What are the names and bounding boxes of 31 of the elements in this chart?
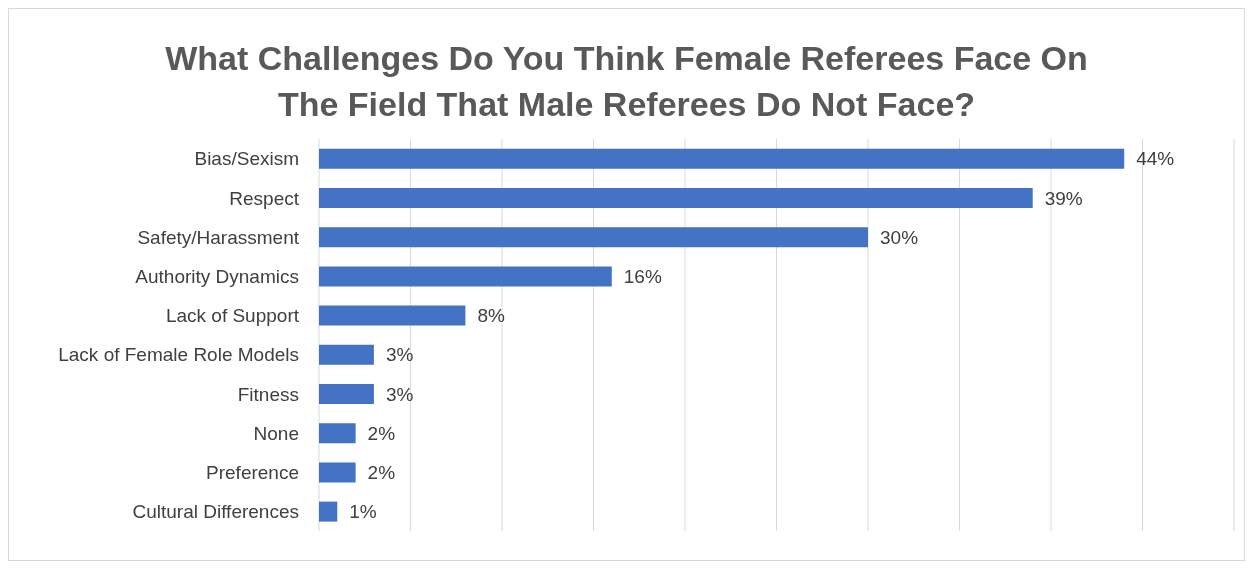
- bar: [319, 227, 868, 248]
- data-label: 1%: [349, 501, 377, 523]
- y-tick-label: Cultural Differences: [132, 501, 299, 523]
- bar: [319, 462, 356, 483]
- data-label: 39%: [1044, 187, 1083, 209]
- data-label: 3%: [385, 383, 414, 405]
- bar: [319, 384, 374, 404]
- data-label: 2%: [367, 462, 396, 484]
- data-label: 8%: [477, 305, 505, 327]
- y-tick-label: Fitness: [237, 383, 299, 405]
- y-tick-label: Preference: [206, 461, 299, 483]
- y-tick-label: None: [253, 422, 299, 444]
- bar: [319, 188, 1033, 208]
- data-label: 16%: [623, 266, 662, 288]
- y-tick-label: Lack of Support: [165, 305, 300, 327]
- data-label: 44%: [1136, 148, 1175, 170]
- data-label: 2%: [367, 422, 396, 444]
- y-tick-label: Respect: [229, 187, 300, 209]
- bar: [319, 148, 1125, 169]
- bar: [319, 501, 338, 522]
- y-tick-label: Bias/Sexism: [194, 148, 299, 170]
- bar: [319, 266, 612, 287]
- data-label: 3%: [385, 344, 414, 366]
- bar: [319, 305, 466, 326]
- data-label: 30%: [880, 226, 919, 248]
- y-tick-label: Lack of Female Role Models: [58, 344, 299, 366]
- bar: [319, 344, 374, 365]
- y-tick-label: Authority Dynamics: [135, 265, 299, 287]
- chart-title: What Challenges Do You Think Female Referees Face On The Field That Male Referees Do Not Face?: [164, 38, 1089, 125]
- bar: [319, 423, 356, 444]
- y-tick-label: Safety/Harassment: [137, 226, 300, 248]
